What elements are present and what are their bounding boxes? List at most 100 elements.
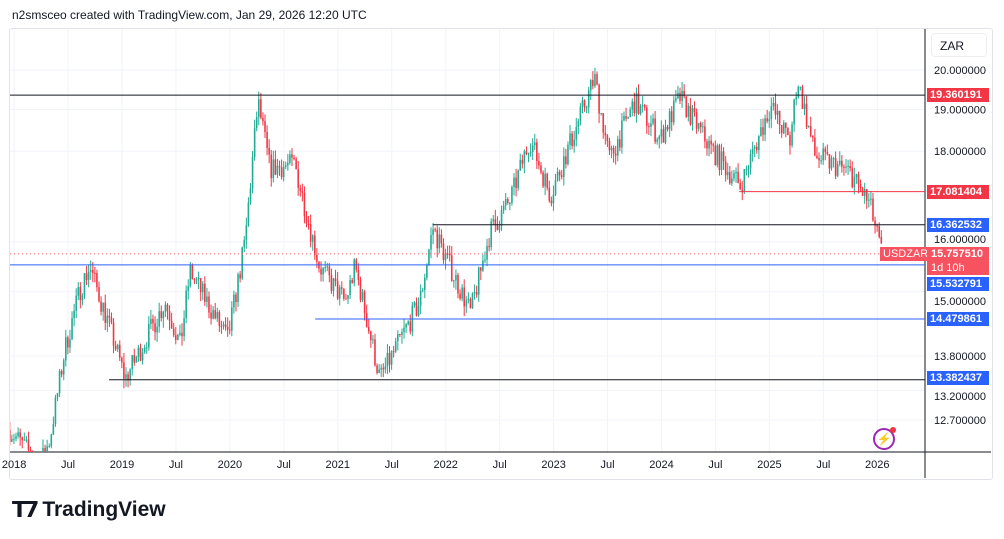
candle-body (471, 293, 474, 308)
candle-body (260, 99, 262, 118)
candle-body (575, 126, 578, 140)
candle-body (40, 463, 42, 475)
candle-body (295, 159, 297, 170)
candle-body (629, 109, 632, 118)
candle-body (542, 172, 544, 187)
candle-body (15, 436, 17, 439)
candle-body (475, 292, 478, 295)
candle-body (490, 221, 492, 248)
candle-body (106, 315, 109, 323)
candle-body (185, 290, 187, 319)
candle-body (670, 111, 673, 123)
candle-body (305, 216, 308, 224)
candle-body (702, 126, 704, 128)
candle-body (328, 266, 331, 276)
alert-icon[interactable]: ⚡ (873, 427, 896, 450)
candle-body (365, 313, 368, 328)
candle-body (243, 239, 246, 248)
candle-body (89, 270, 92, 272)
candle-body (444, 253, 447, 261)
candle-body (795, 97, 798, 100)
candle-body (201, 283, 204, 293)
candle-body (668, 111, 671, 130)
candle-body (421, 289, 424, 291)
candle-body (13, 438, 15, 440)
candle-body (440, 234, 443, 244)
candle-body (206, 296, 208, 302)
last-price: 15.757510 (931, 248, 983, 260)
x-tick-label: 2024 (649, 459, 673, 471)
candle-body (710, 140, 712, 145)
candle-body (453, 280, 455, 282)
candle-body (330, 275, 333, 291)
x-tick-label: Jul (493, 459, 507, 471)
candle-body (758, 135, 760, 151)
candle-body (199, 278, 202, 293)
candle-body (195, 279, 198, 281)
candle-body (587, 90, 590, 108)
candle-body (158, 311, 160, 327)
candle-body (569, 133, 571, 145)
candle-body (314, 235, 316, 255)
candle-body (712, 144, 715, 146)
candle-body (689, 105, 692, 125)
x-tick-label: Jul (708, 459, 722, 471)
tradingview-logo-icon: 𝗧𝟳 (12, 497, 39, 522)
candle-body (297, 169, 300, 188)
candle-body (737, 171, 739, 183)
candle-body (361, 291, 364, 300)
candle-body (664, 126, 667, 143)
candle-body (876, 225, 878, 227)
candle-body (399, 333, 401, 335)
candle-body (585, 107, 588, 109)
candle-body (23, 439, 26, 441)
candle-body (264, 121, 266, 132)
candle-body (841, 160, 843, 167)
candle-body (820, 160, 822, 162)
candle-body (782, 122, 785, 134)
candle-body (531, 145, 534, 152)
candle-body (488, 245, 490, 248)
candle-body (799, 86, 802, 88)
candle-body (423, 277, 426, 290)
candle-body (392, 351, 395, 353)
candle-body (112, 322, 115, 346)
candle-body (803, 103, 806, 109)
candle-body (235, 294, 237, 303)
candle-body (729, 172, 731, 184)
candle-body (558, 171, 561, 176)
candle-body (457, 274, 459, 294)
tradingview-logo[interactable]: 𝗧𝟳 TradingView (12, 497, 166, 523)
candle-body (509, 202, 511, 204)
y-tick-label: 12.700000 (934, 415, 986, 427)
candle-body (428, 249, 430, 265)
candle-body (598, 84, 600, 114)
candle-body (197, 278, 200, 280)
candle-body (34, 460, 36, 461)
candle-body (145, 347, 148, 349)
candle-body (164, 304, 167, 312)
candle-body (610, 147, 613, 151)
candle-body (706, 141, 708, 149)
candle-body (442, 243, 445, 261)
candle-body (494, 219, 497, 225)
candle-body (602, 113, 605, 133)
candle-body (96, 273, 98, 288)
candle-body (612, 147, 615, 154)
candle-body (448, 253, 451, 256)
x-tick-label: 2022 (433, 459, 457, 471)
candle-body (220, 325, 223, 327)
candle-body (255, 117, 258, 129)
y-tick-label: 18.000000 (934, 146, 986, 158)
candle-body (772, 102, 775, 107)
candle-body (208, 296, 210, 313)
y-tick-label: 15.000000 (934, 296, 986, 308)
level-price-tag: 17.081404 (927, 184, 989, 199)
candle-body (807, 126, 810, 128)
currency-button[interactable]: ZAR (931, 33, 987, 57)
candle-body (390, 351, 393, 365)
y-tick-label: 19.000000 (934, 105, 986, 117)
candle-body (538, 160, 540, 166)
candle-body (320, 268, 322, 275)
